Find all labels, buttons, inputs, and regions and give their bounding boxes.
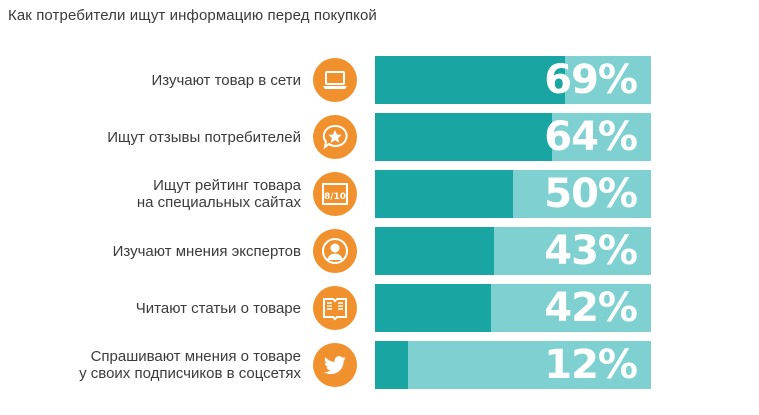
chart-row: Ищут отзывы потребителей 64% (0, 113, 759, 161)
category-label-line: Спрашивают мнения о товаре (90, 348, 301, 365)
chart-row: Читают статьи о товаре 42% (0, 284, 759, 332)
laptop-icon (313, 58, 357, 102)
open-book-icon (313, 286, 357, 330)
category-label-line: Читают статьи о товаре (135, 299, 301, 317)
category-label-line: на специальных сайтах (136, 194, 301, 211)
chart-row: Изучают товар в сети 69% (0, 56, 759, 104)
data-label: 42% (544, 285, 638, 331)
data-label: 43% (544, 228, 638, 274)
data-label: 64% (544, 114, 638, 160)
bar-track: 43% (375, 227, 651, 275)
bar (375, 284, 491, 332)
data-label: 12% (544, 342, 638, 388)
bar-track: 42% (375, 284, 651, 332)
category-label: Читают статьи о товаре (21, 284, 301, 332)
bar (375, 170, 513, 218)
bar (375, 113, 552, 161)
twitter-bird-icon (313, 343, 357, 387)
bar (375, 341, 409, 389)
rating-badge-icon: 8/10 (313, 172, 357, 216)
star-speech-bubble-icon (313, 115, 357, 159)
category-label: Спрашивают мнения о товаре у своих подпис… (21, 341, 301, 389)
data-label: 50% (544, 171, 638, 217)
category-label: Изучают мнения экспертов (21, 227, 301, 275)
category-label: Ищут отзывы потребителей (21, 113, 301, 161)
bar-track: 64% (375, 113, 651, 161)
category-label-line: у своих подписчиков в соцсетях (79, 365, 301, 382)
chart-row: Ищут рейтинг товара на специальных сайтах… (0, 170, 759, 218)
bar-track: 50% (375, 170, 651, 218)
category-label: Изучают товар в сети (21, 56, 301, 104)
category-label: Ищут рейтинг товара на специальных сайтах (21, 170, 301, 218)
category-label-line: Изучают товар в сети (151, 71, 301, 89)
chart-title: Как потребители ищут информацию перед по… (8, 7, 377, 24)
category-label-line: Ищут отзывы потребителей (107, 128, 301, 146)
person-icon (313, 229, 357, 273)
category-label-line: Изучают мнения экспертов (112, 242, 301, 260)
bar (375, 56, 566, 104)
icon-text: 8/10 (324, 192, 346, 202)
chart-row: Спрашивают мнения о товаре у своих подпис… (0, 341, 759, 389)
bar-track: 12% (375, 341, 651, 389)
bar-track: 69% (375, 56, 651, 104)
chart-row: Изучают мнения экспертов 43% (0, 227, 759, 275)
data-label: 69% (544, 57, 638, 103)
bar (375, 227, 494, 275)
category-label-line: Ищут рейтинг товара (153, 177, 301, 194)
